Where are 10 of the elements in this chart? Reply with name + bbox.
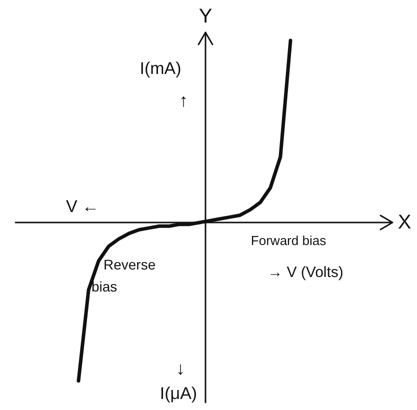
annotation: ↑: [179, 90, 188, 110]
text: Y: [198, 6, 212, 28]
text: I(μA): [160, 384, 198, 403]
annotation: Forward bias: [250, 233, 327, 248]
annotation: ↓: [176, 358, 185, 378]
annotation: V ←: [66, 197, 100, 216]
annotation: Reverse bias: [92, 256, 156, 294]
annotation: I(mA): [140, 59, 182, 78]
text: X: [398, 212, 412, 234]
annotation: → V (Volts): [268, 264, 344, 281]
